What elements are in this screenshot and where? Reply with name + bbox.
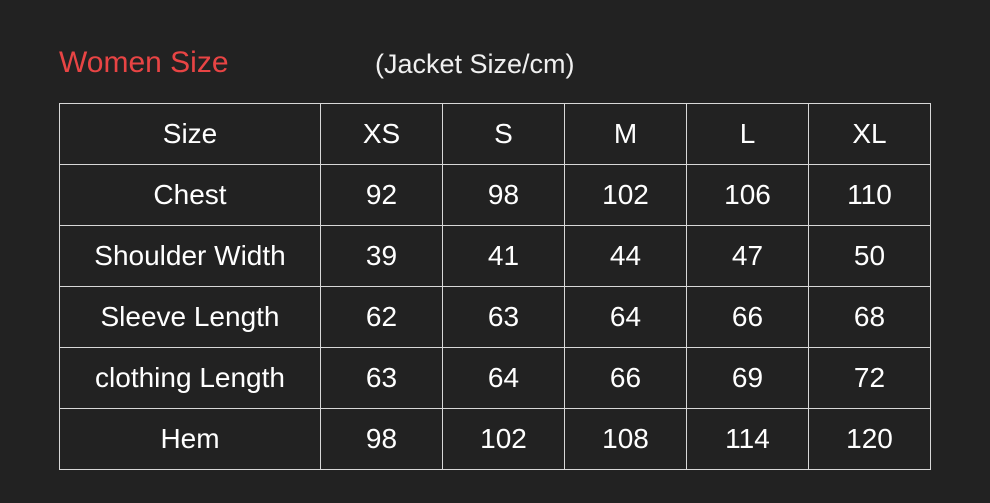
row-label: Shoulder Width: [59, 225, 321, 287]
row-label: Hem: [59, 408, 321, 470]
table-cell: 63: [442, 286, 565, 348]
table-cell: 44: [564, 225, 687, 287]
table-cell: 106: [686, 164, 809, 226]
row-label: Chest: [59, 164, 321, 226]
table-cell: 68: [808, 286, 931, 348]
row-label: Size: [59, 103, 321, 165]
header-row: Size XS S M L XL: [59, 103, 931, 165]
table-cell: 50: [808, 225, 931, 287]
table-cell: 39: [320, 225, 443, 287]
table-cell: 47: [686, 225, 809, 287]
table-cell: 69: [686, 347, 809, 409]
size-header-cell: M: [564, 103, 687, 165]
size-header-cell: L: [686, 103, 809, 165]
table-row: Hem 98 102 108 114 120: [59, 408, 931, 470]
subtitle: (Jacket Size/cm): [375, 49, 575, 79]
table-row: clothing Length 63 64 66 69 72: [59, 347, 931, 409]
table-cell: 66: [686, 286, 809, 348]
table-cell: 62: [320, 286, 443, 348]
table-cell: 114: [686, 408, 809, 470]
row-label: clothing Length: [59, 347, 321, 409]
table-cell: 108: [564, 408, 687, 470]
table-cell: 120: [808, 408, 931, 470]
table-cell: 72: [808, 347, 931, 409]
table-cell: 41: [442, 225, 565, 287]
table-row: Shoulder Width 39 41 44 47 50: [59, 225, 931, 287]
table-cell: 98: [320, 408, 443, 470]
title: Women Size: [59, 46, 229, 79]
table-cell: 92: [320, 164, 443, 226]
table-cell: 63: [320, 347, 443, 409]
table-row: Chest 92 98 102 106 110: [59, 164, 931, 226]
table-cell: 64: [442, 347, 565, 409]
size-header-cell: S: [442, 103, 565, 165]
table-cell: 110: [808, 164, 931, 226]
row-label: Sleeve Length: [59, 286, 321, 348]
size-header-cell: XS: [320, 103, 443, 165]
table-cell: 64: [564, 286, 687, 348]
table-row: Sleeve Length 62 63 64 66 68: [59, 286, 931, 348]
table-cell: 98: [442, 164, 565, 226]
size-header-cell: XL: [808, 103, 931, 165]
size-table: Size XS S M L XL Chest 92 98 102 106 110 Shoulder Wi…: [59, 103, 931, 470]
table-cell: 102: [564, 164, 687, 226]
table-cell: 66: [564, 347, 687, 409]
table-cell: 102: [442, 408, 565, 470]
